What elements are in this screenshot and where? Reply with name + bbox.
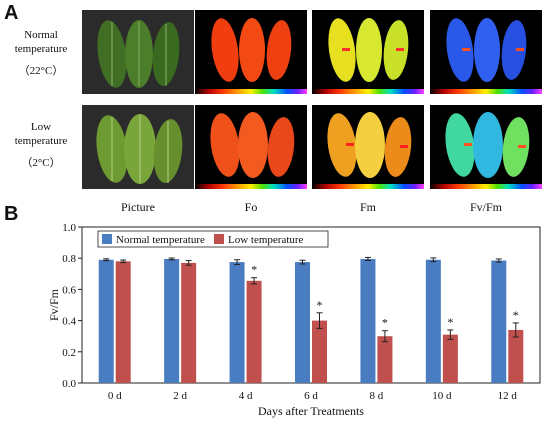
y-tick-label: 0.4 (62, 316, 76, 328)
column-label-fo: Fo (244, 200, 258, 214)
significance-mark: * (317, 298, 323, 312)
colorbar (195, 89, 307, 94)
leaf-photo-low (82, 105, 194, 189)
legend-label: Low temperature (228, 234, 304, 246)
row-label-line: Low (30, 121, 52, 133)
colorbar (430, 184, 542, 189)
fvfm-image-low (430, 105, 542, 189)
significance-mark: * (447, 315, 453, 329)
legend-label: Normal temperature (116, 234, 205, 246)
fo-image-normal (195, 10, 307, 94)
bar-normal (295, 262, 310, 383)
colorbar (312, 89, 424, 94)
row-label-line: （22°C） (18, 65, 64, 77)
x-tick-label: 0 d (108, 390, 122, 402)
row-label-normal: Normal temperature （22°C） (0, 28, 82, 78)
y-tick-label: 1.0 (62, 222, 76, 234)
x-tick-label: 4 d (239, 390, 253, 402)
bar-normal (98, 259, 114, 383)
legend-swatch (102, 234, 112, 244)
leaf-photo-normal (82, 10, 194, 94)
bar-low (181, 262, 197, 383)
row-label-line: Normal (24, 29, 58, 41)
row-label-line: （2°C） (21, 157, 61, 169)
x-tick-label: 12 d (498, 390, 518, 402)
x-tick-label: 8 d (370, 390, 384, 402)
significance-mark: * (513, 308, 519, 322)
legend-box (97, 230, 329, 248)
column-label-fm: Fm (359, 200, 376, 214)
bar-low (442, 334, 458, 383)
y-tick-label: 0.8 (62, 253, 76, 265)
bar-low (246, 280, 262, 383)
plot-frame (81, 226, 541, 384)
colorbar (195, 184, 307, 189)
x-axis-label: Days after Treatments (258, 404, 364, 418)
bar-normal (425, 259, 441, 383)
y-tick-label: 0.6 (62, 284, 76, 296)
bar-low (115, 261, 131, 383)
x-tick-label: 2 d (173, 390, 187, 402)
colorbar (430, 89, 542, 94)
row-label-line: temperature (14, 43, 68, 55)
y-tick-label: 0.0 (62, 378, 76, 390)
bar-low (377, 336, 393, 383)
x-tick-label: 6 d (304, 390, 318, 402)
significance-mark: * (251, 263, 257, 277)
panel-a-letter: A (4, 2, 19, 24)
bar-normal (360, 258, 376, 383)
bar-normal (229, 262, 245, 383)
column-label-picture: Picture (121, 200, 155, 214)
colorbar (312, 184, 424, 189)
fm-image-normal (312, 10, 424, 94)
y-axis-label: Fv/Fm (47, 288, 61, 321)
bar-low (312, 320, 327, 383)
row-label-line: temperature (14, 135, 68, 147)
fm-image-low (312, 105, 424, 189)
row-label-low: Low temperature （2°C） (0, 120, 82, 170)
fo-image-low (195, 105, 307, 189)
y-tick-label: 0.2 (62, 347, 76, 359)
x-tick-label: 10 d (432, 390, 452, 402)
column-label-fvfm: Fv/Fm (469, 200, 502, 214)
legend-swatch (214, 234, 224, 244)
bar-low (508, 329, 524, 383)
bar-normal (491, 260, 507, 383)
bar-normal (164, 258, 180, 383)
fvfm-image-normal (430, 10, 542, 94)
significance-mark: * (382, 316, 388, 330)
panel-b-letter: B (4, 203, 19, 225)
